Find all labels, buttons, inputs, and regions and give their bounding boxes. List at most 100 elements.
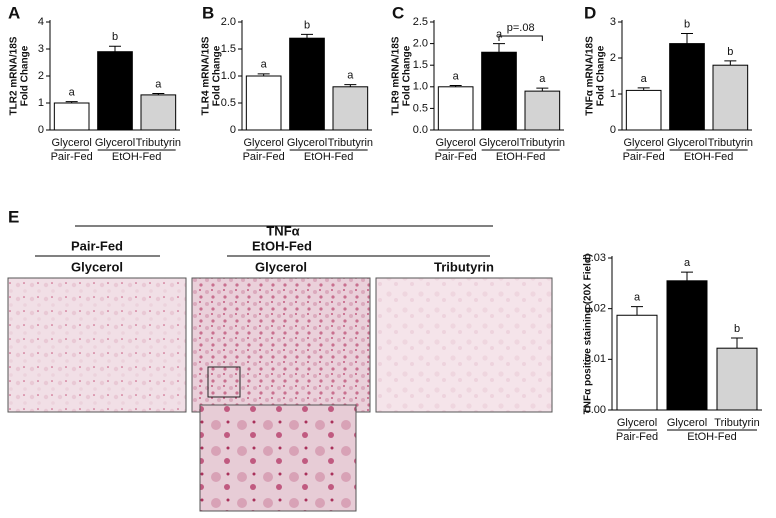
error-bar	[109, 45, 121, 52]
group-label: EtOH-Fed	[687, 431, 737, 443]
error-bar	[637, 87, 650, 91]
bar	[245, 75, 282, 131]
y-tick-label: 0.01	[585, 353, 606, 365]
y-tick-label: 0.00	[585, 404, 606, 416]
group-label: Pair-Fed	[616, 431, 658, 443]
image-label: Tributyrin	[434, 259, 494, 274]
x-tick-label: Tributyrin	[136, 137, 181, 149]
significance-letter: a	[539, 73, 546, 85]
bar	[616, 314, 658, 411]
error-bar	[631, 306, 643, 316]
y-tick-label: 1.5	[221, 43, 236, 55]
stain-title: TNFα	[266, 223, 299, 238]
image-label: Glycerol	[71, 259, 123, 274]
y-tick-label: 3	[610, 16, 616, 28]
micrograph	[191, 277, 371, 413]
zoom-box	[207, 366, 241, 398]
y-axis-label: Fold Change	[402, 45, 413, 106]
image-label: Glycerol	[255, 259, 307, 274]
y-axis-label: TNFα positive staining (20X Field)	[583, 254, 594, 415]
error-bar	[731, 337, 743, 349]
error-bar	[493, 43, 505, 53]
error-bar	[152, 93, 165, 95]
group-label: Pair-Fed	[243, 151, 285, 163]
y-axis-label: Fold Change	[212, 45, 223, 106]
bar	[53, 102, 90, 131]
significance-letter: a	[641, 73, 648, 85]
bar	[437, 86, 474, 131]
x-tick-label: Glycerol	[51, 137, 91, 149]
y-tick-label: 2.0	[221, 16, 236, 28]
significance-letter: a	[347, 70, 354, 82]
group-label: Pair-Fed	[51, 151, 93, 163]
x-tick-label: Glycerol	[667, 137, 707, 149]
panel-letter: A	[8, 3, 20, 22]
y-tick-label: 0.03	[585, 252, 606, 264]
x-tick-label: Glycerol	[623, 137, 663, 149]
bar	[669, 43, 705, 131]
error-bar	[301, 33, 313, 39]
group-label: EtOH-Fed	[684, 151, 734, 163]
significance-letter: a	[453, 70, 460, 82]
group-label: EtOH-Fed	[304, 151, 354, 163]
bracket	[498, 35, 543, 41]
bar	[289, 37, 325, 131]
x-tick-label: Glycerol	[617, 417, 657, 429]
error-bar	[681, 33, 693, 44]
x-tick-label: Glycerol	[95, 137, 135, 149]
significance-letter: a	[155, 78, 162, 90]
y-tick-label: 2.5	[413, 16, 428, 28]
significance-letter: b	[304, 19, 310, 31]
micrographs: E TNFα Pair-Fed EtOH-Fed Glycerol Glycer…	[7, 207, 553, 512]
bar	[712, 64, 749, 131]
group-label: EtOH-Fed	[112, 151, 162, 163]
bar	[332, 86, 369, 131]
y-tick-label: 0.0	[413, 124, 428, 136]
y-tick-label: 0.5	[413, 102, 428, 114]
x-tick-label: Tributyrin	[708, 137, 753, 149]
error-bar	[681, 271, 693, 281]
panel-letter: E	[8, 207, 19, 226]
significance-letter: a	[69, 87, 76, 99]
y-axis-label: TLR9 mRNA/18S	[391, 36, 402, 115]
significance-letter: b	[734, 323, 740, 335]
y-axis-label: TLR2 mRNA/18S	[9, 36, 20, 115]
x-tick-label: Tributyrin	[520, 137, 565, 149]
y-tick-label: 0	[38, 124, 44, 136]
significance-letter: b	[112, 31, 118, 43]
y-tick-label: 0.02	[585, 303, 606, 315]
bar	[140, 94, 177, 131]
significance-letter: b	[727, 46, 733, 58]
error-bar	[257, 73, 270, 76]
panel-letter: C	[392, 3, 404, 22]
x-tick-label: Glycerol	[667, 417, 707, 429]
x-tick-label: Glycerol	[479, 137, 519, 149]
y-tick-label: 1.5	[413, 59, 428, 71]
group-label: Pair-Fed	[435, 151, 477, 163]
x-tick-label: Tributyrin	[328, 137, 373, 149]
error-bar	[344, 84, 357, 87]
micrograph	[7, 277, 187, 413]
y-tick-label: 1	[610, 88, 616, 100]
bar	[524, 90, 561, 131]
significance-letter: a	[684, 257, 691, 269]
error-bar	[724, 60, 737, 66]
y-tick-label: 4	[38, 16, 44, 28]
y-tick-label: 2	[38, 70, 44, 82]
error-bar	[536, 87, 549, 92]
y-tick-label: 0.5	[221, 97, 236, 109]
bracket-label: p=.08	[507, 22, 535, 34]
group-label: Pair-Fed	[71, 238, 123, 253]
micrograph	[375, 277, 553, 413]
significance-letter: a	[261, 59, 268, 71]
x-tick-label: Glycerol	[287, 137, 327, 149]
bar	[481, 51, 517, 131]
bar	[625, 89, 662, 131]
bar	[666, 280, 708, 411]
group-label: EtOH-Fed	[252, 238, 312, 253]
y-axis-label: Fold Change	[20, 45, 31, 106]
y-tick-label: 2	[610, 52, 616, 64]
y-axis-label: TNFα mRNA/18S	[585, 36, 596, 116]
y-tick-label: 1.0	[221, 70, 236, 82]
